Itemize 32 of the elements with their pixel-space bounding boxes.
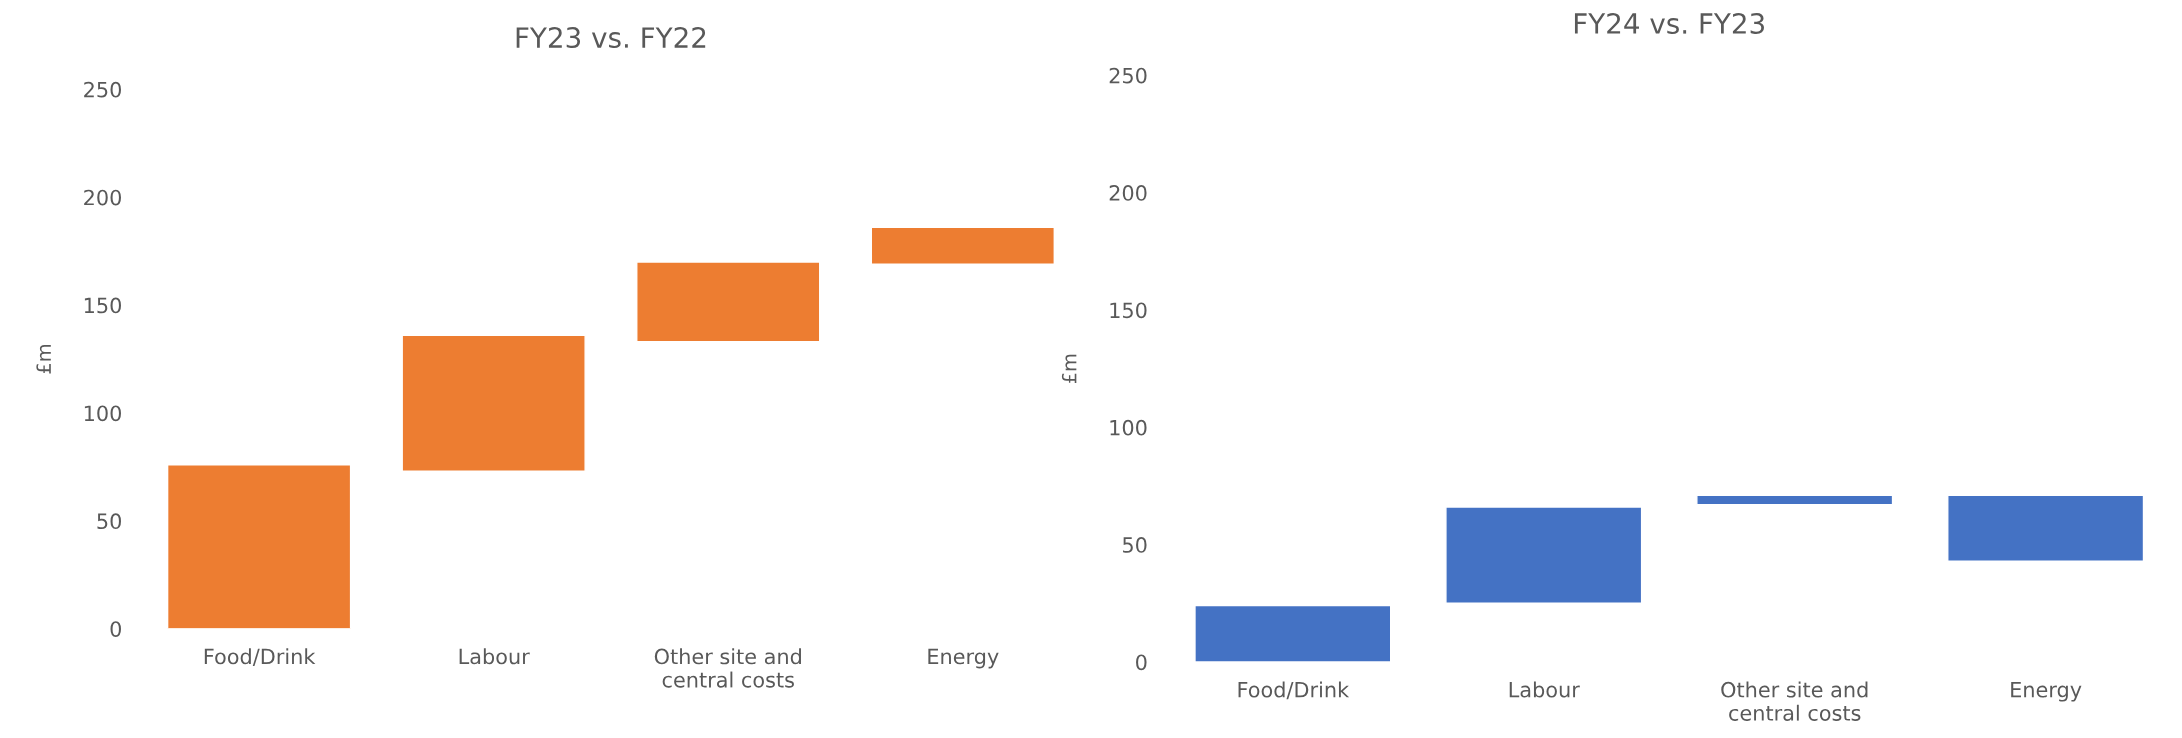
- x-tick-label: Labour: [459, 648, 530, 665]
- x-tick-label: Other site and central costs: [1721, 681, 1868, 721]
- y-tick-label: 150: [84, 297, 121, 314]
- y-tick-label: 50: [97, 513, 121, 530]
- bar: [1194, 604, 1392, 662]
- chart-title: FY24 vs. FY23: [1574, 12, 1764, 34]
- chart-title: FY23 vs. FY22: [516, 27, 706, 49]
- y-tick-label: 100: [1110, 419, 1147, 436]
- y-tick-label: 200: [84, 189, 121, 206]
- y-tick-label: 50: [1123, 537, 1147, 553]
- x-tick-label: Food/Drink: [1238, 681, 1350, 700]
- bar: [870, 226, 1055, 265]
- x-tick-label: Energy: [928, 648, 999, 669]
- bar: [166, 464, 352, 629]
- y-tick-label: 150: [1110, 302, 1147, 319]
- x-tick-label: Food/Drink: [204, 648, 316, 666]
- y-axis-title: £m: [1061, 354, 1077, 384]
- bar: [1445, 506, 1643, 605]
- y-tick-label: 0: [1136, 654, 1147, 671]
- y-tick-label: 0: [110, 621, 121, 637]
- y-axis-title: £m: [36, 345, 51, 374]
- y-tick-label: 250: [84, 81, 121, 98]
- x-tick-label: Other site and central costs: [654, 648, 801, 688]
- y-tick-label: 200: [1109, 185, 1147, 201]
- bar: [636, 261, 821, 343]
- y-tick-label: 250: [1109, 67, 1147, 84]
- bar: [1696, 494, 1894, 506]
- bar: [1947, 494, 2145, 562]
- bar: [401, 334, 586, 472]
- x-tick-label: Labour: [1509, 681, 1580, 698]
- y-tick-label: 100: [84, 405, 121, 422]
- x-tick-label: Energy: [2011, 682, 2082, 702]
